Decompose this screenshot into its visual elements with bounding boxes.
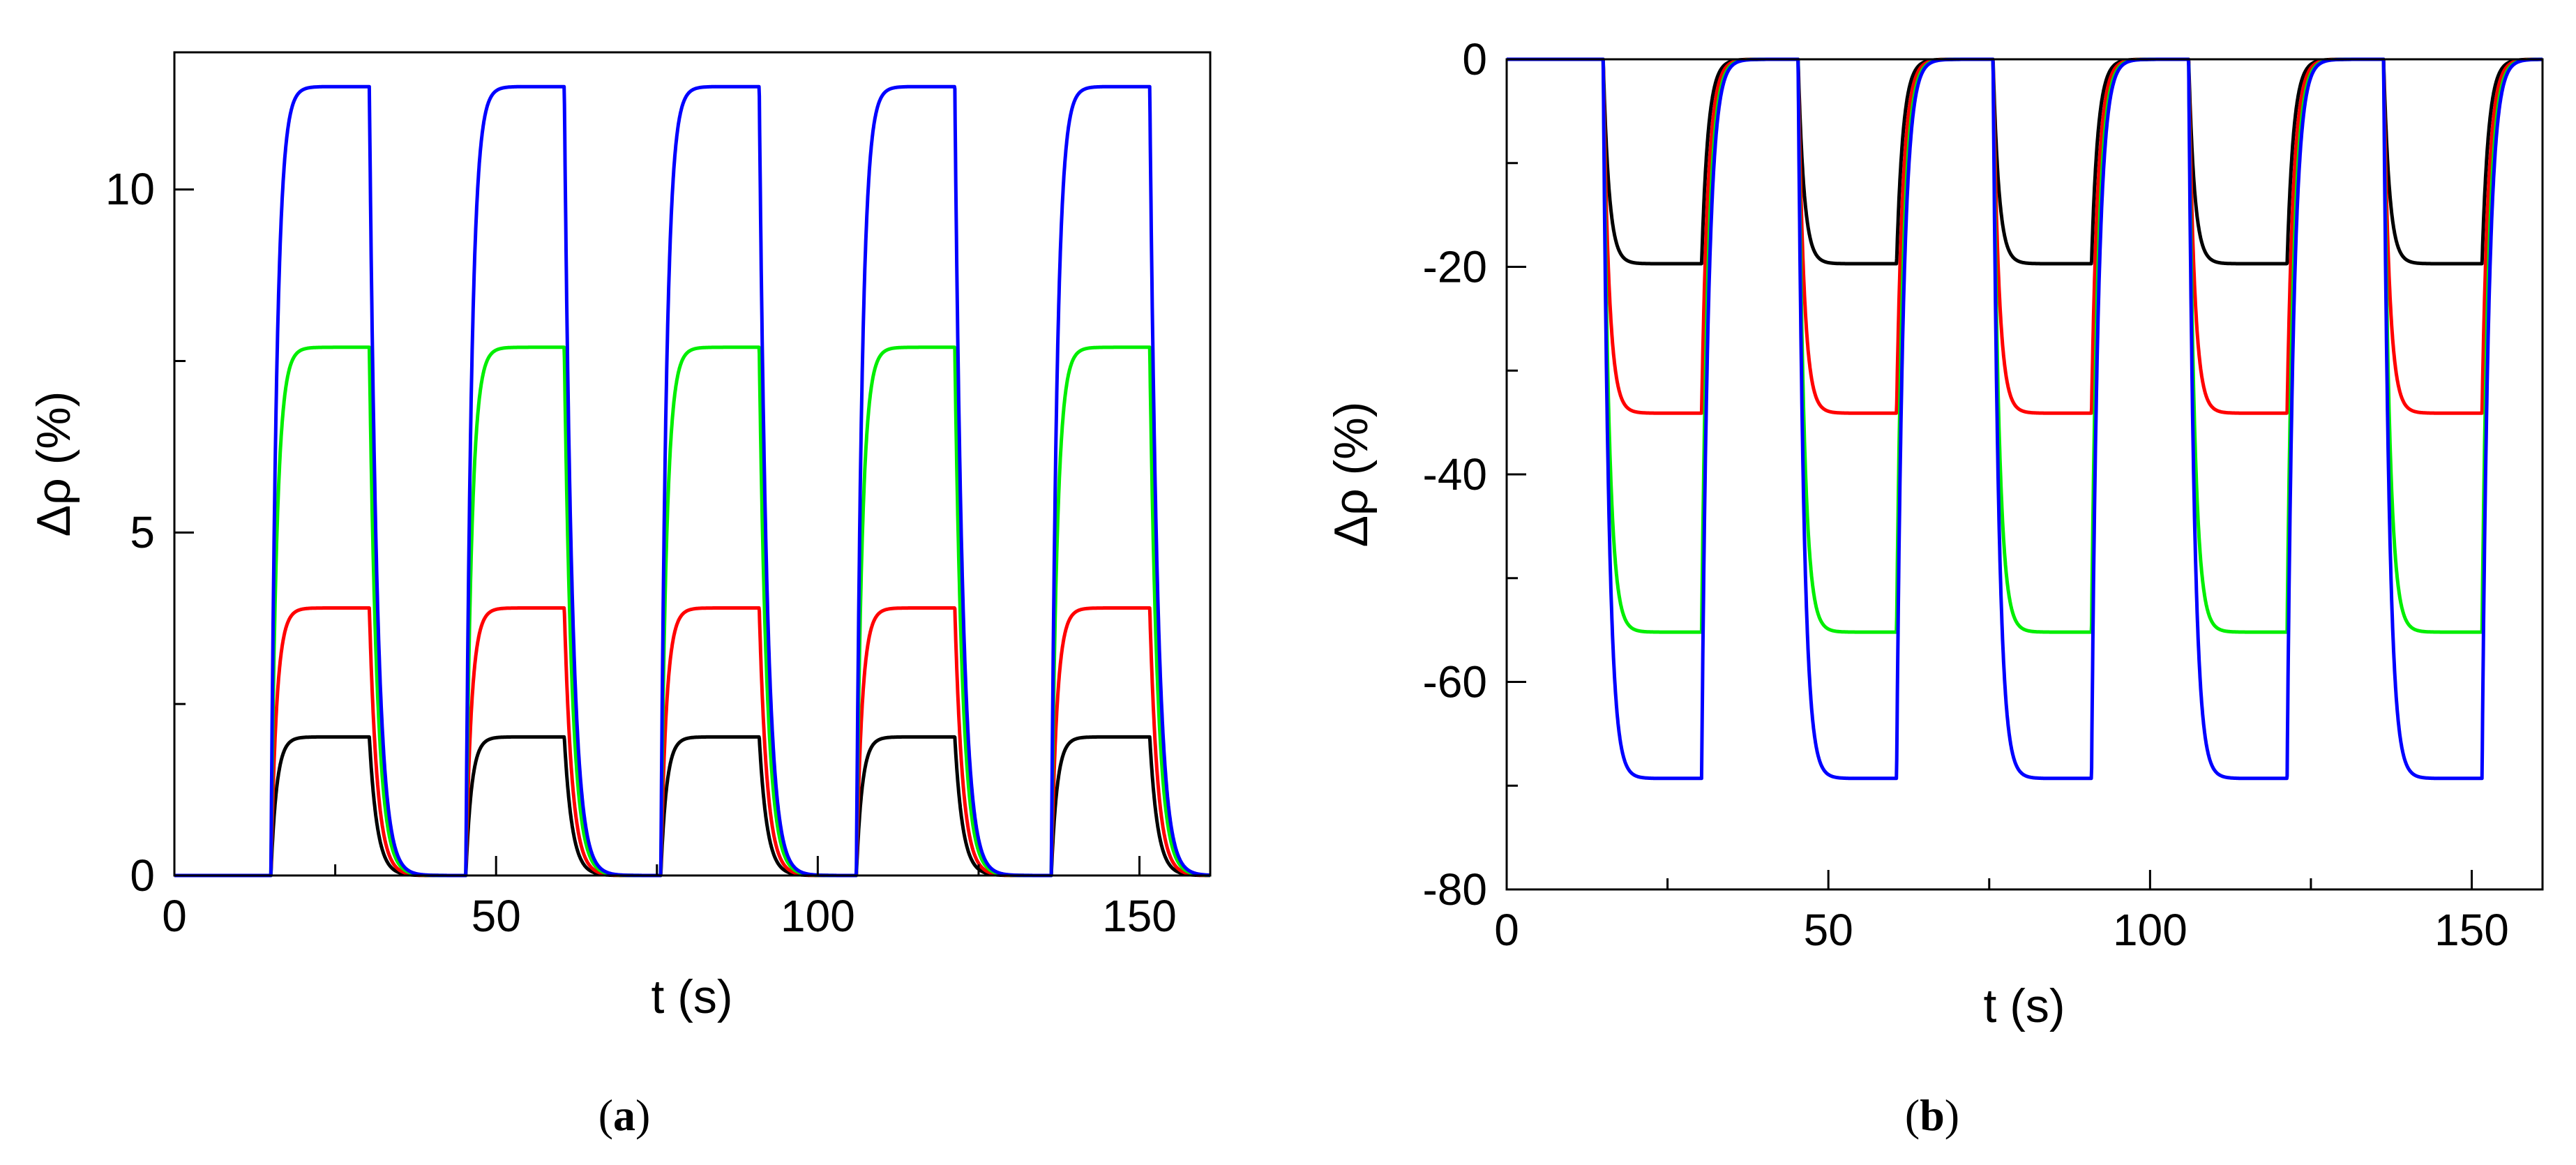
panel-b-xtick-label: 50 xyxy=(1804,905,1853,955)
panel-a-xtick-label: 100 xyxy=(781,891,855,941)
panel-a-xtick-label: 50 xyxy=(472,891,521,941)
panel-b-ytick-label: -40 xyxy=(1423,449,1488,499)
panel-a-label-open: ( xyxy=(598,1090,613,1140)
panel-a-series-group xyxy=(173,84,1212,878)
panel-a-xtick-label: 150 xyxy=(1102,891,1177,941)
panel-b-ytick-label: -60 xyxy=(1423,657,1488,707)
panel-b-x-axis-title: t (s) xyxy=(1983,979,2065,1032)
panel-b-y-axis-title: Δρ (%) xyxy=(1325,402,1378,548)
panel-a-label-letter: a xyxy=(613,1090,635,1140)
panel-b-ytick-label: -20 xyxy=(1423,242,1488,292)
panel-a-ytick-label: 0 xyxy=(130,850,155,901)
panel-b-series-group xyxy=(1505,57,2544,781)
panel-b-xtick-label: 100 xyxy=(2113,905,2187,955)
panel-b-label-open: ( xyxy=(1905,1090,1920,1140)
panel-b-xtick-label: 150 xyxy=(2434,905,2509,955)
chart-panel-a: 0 50 100 150 0 5 10 t (s) Δρ (%) (a) xyxy=(27,51,1212,1140)
panel-a-plot-frame xyxy=(173,51,1212,877)
chart-panel-b: 0 50 100 150 -80 -60 -40 -20 0 t (s) Δρ … xyxy=(1325,34,2544,1140)
panel-a-ticks xyxy=(173,188,1141,877)
panel-a-label: (a) xyxy=(598,1090,651,1140)
panel-b-label-letter: b xyxy=(1920,1090,1945,1140)
panel-a-xtick-label: 0 xyxy=(162,891,187,941)
panel-b-label-close: ) xyxy=(1945,1090,1959,1140)
panel-a-ytick-label: 5 xyxy=(130,507,155,557)
panel-a-y-axis-title: Δρ (%) xyxy=(27,391,80,537)
panel-b-ytick-label: -80 xyxy=(1423,864,1488,915)
panel-b-ticks xyxy=(1505,58,2473,891)
panel-a-ytick-label: 10 xyxy=(105,164,155,214)
panel-a-x-axis-title: t (s) xyxy=(651,970,732,1023)
panel-a-label-close: ) xyxy=(635,1090,650,1140)
panel-b-xtick-label: 0 xyxy=(1494,905,1519,955)
panel-b-ytick-label: 0 xyxy=(1462,34,1487,84)
panel-b-label: (b) xyxy=(1905,1090,1959,1140)
